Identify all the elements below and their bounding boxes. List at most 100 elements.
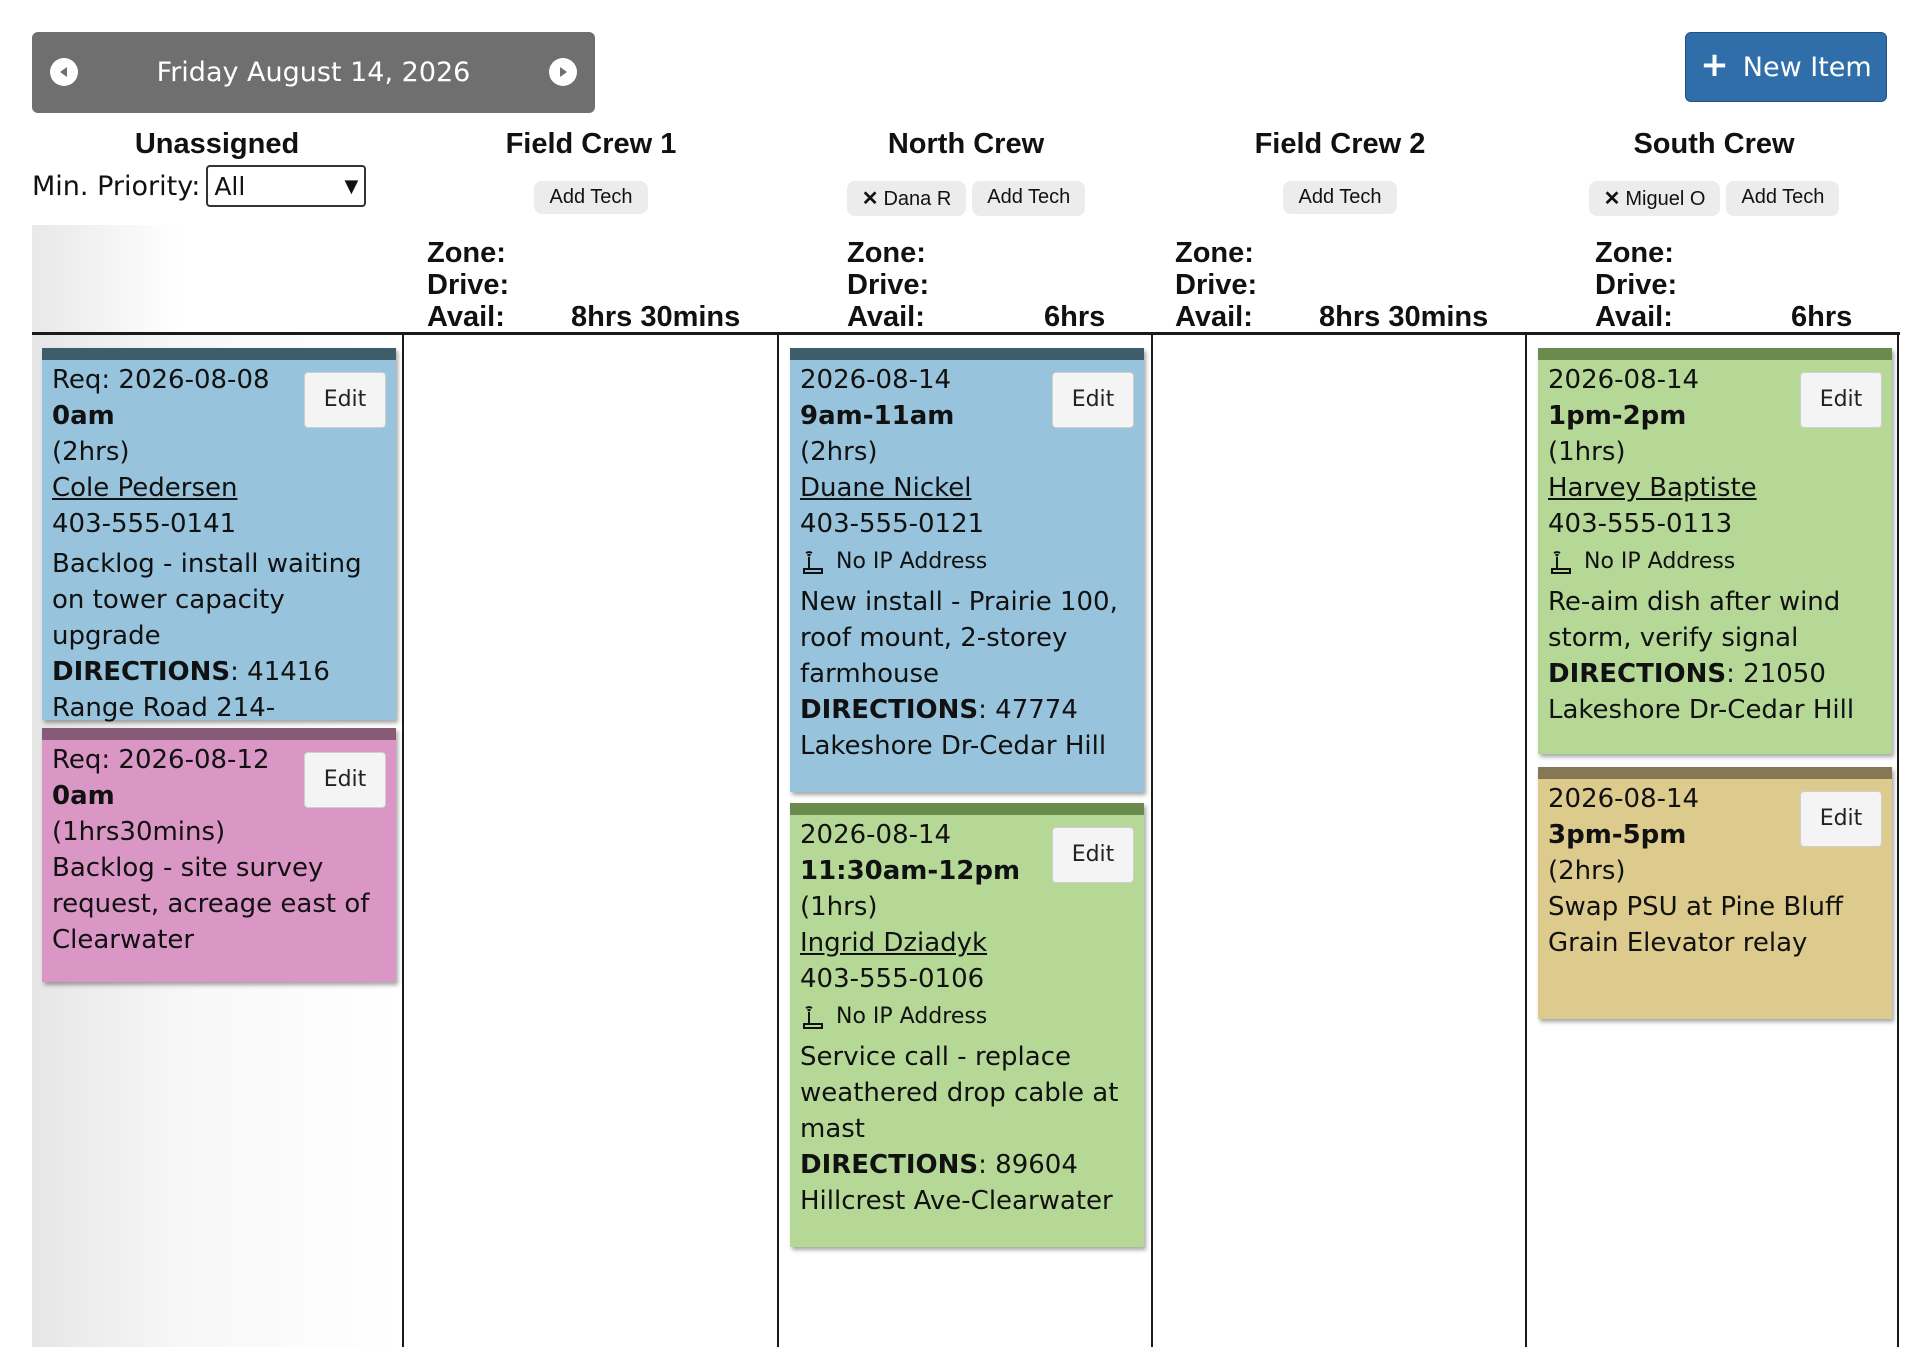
ip-status: No IP Address [800, 544, 1134, 580]
add-tech-button[interactable]: Add Tech [534, 181, 648, 214]
card-priority-bar [1538, 348, 1892, 360]
directions-label: DIRECTIONS [1548, 659, 1727, 689]
zone-label: Zone: [1175, 237, 1254, 269]
arrow-left-icon [60, 67, 67, 77]
edit-button[interactable]: Edit [1800, 372, 1882, 428]
current-date: Friday August 14, 2026 [156, 57, 471, 88]
card-date: Req: 2026-08-12 [52, 745, 270, 775]
directions-label: DIRECTIONS [52, 657, 231, 687]
card-description: Service call - replace weathered drop ca… [800, 1039, 1134, 1219]
drive-label: Drive: [427, 269, 510, 301]
column-header-unassigned: Unassigned [32, 128, 402, 161]
router-icon [803, 551, 823, 574]
column-header-field-crew-1: Field Crew 1 Add Tech [404, 128, 778, 214]
card-priority-bar [790, 803, 1144, 815]
customer-link[interactable]: Cole Pedersen [52, 473, 238, 503]
directions-label: DIRECTIONS [800, 695, 979, 725]
column-header-field-crew-2: Field Crew 2 Add Tech [1153, 128, 1527, 214]
work-order-card[interactable]: Edit 2026-08-14 9am-11am (2hrs) Duane Ni… [790, 348, 1144, 792]
card-notes: Service call - replace weathered drop ca… [800, 1042, 1119, 1144]
no-ip-label: No IP Address [836, 549, 988, 574]
customer-link[interactable]: Ingrid Dziadyk [800, 928, 988, 958]
customer-phone: 403-555-0141 [52, 509, 237, 539]
customer-link[interactable]: Harvey Baptiste [1548, 473, 1757, 503]
column-separator [777, 335, 779, 1347]
add-tech-button[interactable]: Add Tech [1283, 181, 1397, 214]
next-day-button[interactable] [549, 58, 577, 86]
priority-select[interactable]: All ▼ [206, 165, 367, 207]
no-ip-label: No IP Address [1584, 549, 1736, 574]
column-separator [1151, 335, 1153, 1347]
customer-phone: 403-555-0121 [800, 509, 985, 539]
card-duration: (1hrs30mins) [52, 817, 226, 847]
directions-text: : 89604 Hillcrest Ave-Clearwater [800, 1150, 1113, 1216]
column-header-north-crew: North Crew ✕ Dana R Add Tech [779, 128, 1153, 216]
card-notes: Re-aim dish after wind storm, verify sig… [1548, 587, 1841, 653]
previous-day-button[interactable] [50, 58, 78, 86]
card-date: 2026-08-14 [800, 365, 952, 395]
router-icon [803, 1006, 823, 1029]
card-date: Req: 2026-08-08 [52, 365, 270, 395]
customer-phone: 403-555-0113 [1548, 509, 1733, 539]
column-title: North Crew [887, 128, 1045, 160]
card-duration: (1hrs) [1548, 437, 1626, 467]
board-divider [32, 332, 1900, 335]
new-item-button[interactable]: + New Item [1685, 32, 1887, 102]
add-tech-button[interactable]: Add Tech [972, 181, 1086, 216]
card-description: Re-aim dish after wind storm, verify sig… [1548, 584, 1882, 728]
edit-button[interactable]: Edit [304, 752, 386, 808]
ip-status: No IP Address [1548, 544, 1882, 580]
avail-value: 8hrs 30mins [1319, 301, 1489, 333]
card-notes: Swap PSU at Pine Bluff Grain Elevator re… [1548, 892, 1843, 958]
avail-label: Avail: [427, 301, 505, 333]
card-date: 2026-08-14 [1548, 365, 1700, 395]
card-duration: (2hrs) [1548, 856, 1626, 886]
zone-label: Zone: [847, 237, 926, 269]
add-tech-button[interactable]: Add Tech [1726, 181, 1840, 216]
date-navigator: Friday August 14, 2026 [32, 32, 595, 113]
avail-value: 8hrs 30mins [571, 301, 741, 333]
remove-icon[interactable]: ✕ [861, 188, 879, 210]
new-item-label: New Item [1742, 51, 1872, 83]
work-order-card[interactable]: Edit 2026-08-14 11:30am-12pm (1hrs) Ingr… [790, 803, 1144, 1247]
edit-button[interactable]: Edit [1052, 372, 1134, 428]
tech-chip[interactable]: ✕ Dana R [846, 181, 967, 216]
card-time: 11:30am-12pm [800, 856, 1021, 886]
customer-link[interactable]: Duane Nickel [800, 473, 972, 503]
avail-label: Avail: [1595, 301, 1673, 333]
tech-name: Dana R [883, 188, 952, 210]
tech-chip[interactable]: ✕ Miguel O [1588, 181, 1721, 216]
column-title: Unassigned [134, 128, 300, 160]
ip-status: No IP Address [800, 999, 1134, 1035]
unassigned-header-shade [32, 225, 402, 335]
priority-filter: Min. Priority: All ▼ [32, 165, 367, 207]
work-order-card[interactable]: Edit Req: 2026-08-12 0am (1hrs30mins) Ba… [42, 728, 396, 982]
column-title: South Crew [1633, 128, 1795, 160]
remove-icon[interactable]: ✕ [1603, 188, 1621, 210]
card-notes: Backlog - site survey request, acreage e… [52, 853, 370, 955]
crew-stats: Zone: Drive: Avail: [847, 237, 929, 333]
edit-button[interactable]: Edit [304, 372, 386, 428]
drive-label: Drive: [1175, 269, 1258, 301]
plus-icon: + [1700, 45, 1729, 85]
card-priority-bar [42, 348, 396, 360]
column-title: Field Crew 2 [1254, 128, 1426, 160]
card-duration: (2hrs) [52, 437, 130, 467]
card-duration: (1hrs) [800, 892, 878, 922]
router-icon [1551, 551, 1571, 574]
card-time: 9am-11am [800, 401, 955, 431]
priority-value: All [214, 171, 246, 201]
edit-button[interactable]: Edit [1052, 827, 1134, 883]
customer-phone: 403-555-0106 [800, 964, 985, 994]
work-order-card[interactable]: Edit 2026-08-14 3pm-5pm (2hrs) Swap PSU … [1538, 767, 1892, 1019]
card-priority-bar [790, 348, 1144, 360]
card-time: 0am [52, 781, 115, 811]
work-order-card[interactable]: Edit 2026-08-14 1pm-2pm (1hrs) Harvey Ba… [1538, 348, 1892, 754]
crew-stats: Zone: Drive: Avail: [427, 237, 509, 333]
arrow-right-icon [560, 67, 567, 77]
card-date: 2026-08-14 [1548, 784, 1700, 814]
edit-button[interactable]: Edit [1800, 791, 1882, 847]
avail-label: Avail: [1175, 301, 1253, 333]
work-order-card[interactable]: Edit Req: 2026-08-08 0am (2hrs) Cole Ped… [42, 348, 396, 759]
card-notes: Backlog - install waiting on tower capac… [52, 549, 362, 651]
